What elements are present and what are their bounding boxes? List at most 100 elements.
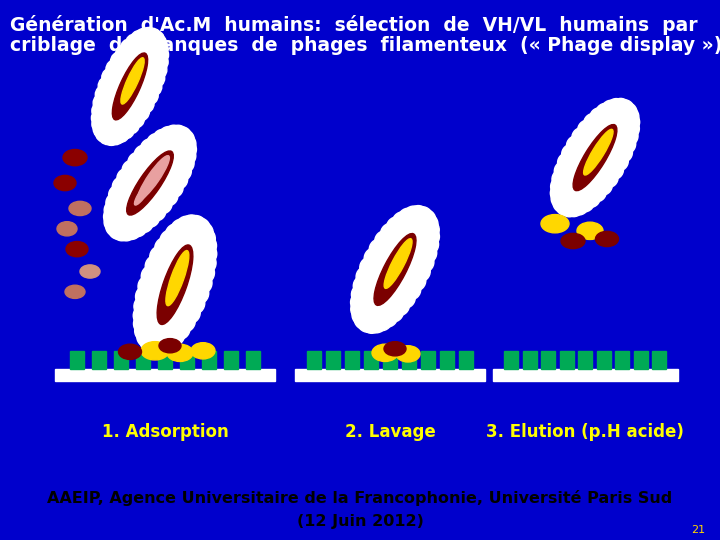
Circle shape	[174, 153, 194, 173]
Circle shape	[553, 193, 572, 213]
Circle shape	[146, 31, 165, 50]
Circle shape	[106, 126, 125, 145]
Circle shape	[587, 182, 606, 202]
Circle shape	[369, 239, 390, 260]
Circle shape	[351, 299, 372, 320]
Ellipse shape	[584, 129, 613, 175]
Bar	[295, 369, 485, 381]
Bar	[541, 351, 555, 369]
Circle shape	[176, 146, 196, 166]
Circle shape	[143, 28, 162, 48]
Bar	[440, 351, 454, 369]
Circle shape	[613, 143, 632, 163]
Circle shape	[554, 161, 574, 181]
Ellipse shape	[595, 231, 618, 247]
Circle shape	[163, 323, 184, 346]
Circle shape	[580, 187, 600, 207]
Circle shape	[135, 320, 156, 342]
Circle shape	[135, 94, 154, 113]
Circle shape	[164, 125, 184, 145]
Ellipse shape	[563, 111, 627, 204]
Bar	[459, 351, 473, 369]
Circle shape	[356, 266, 377, 287]
Circle shape	[148, 34, 167, 53]
Circle shape	[126, 109, 145, 128]
Circle shape	[174, 310, 195, 332]
Ellipse shape	[69, 201, 91, 215]
Circle shape	[361, 312, 382, 333]
Circle shape	[158, 328, 179, 350]
Ellipse shape	[167, 344, 193, 361]
Circle shape	[405, 270, 426, 291]
Circle shape	[185, 215, 207, 238]
Circle shape	[416, 242, 437, 264]
Circle shape	[569, 195, 589, 215]
Circle shape	[372, 309, 392, 330]
Ellipse shape	[157, 245, 193, 325]
Ellipse shape	[112, 53, 148, 120]
Circle shape	[606, 99, 626, 119]
Ellipse shape	[541, 214, 569, 233]
Circle shape	[400, 279, 420, 300]
Ellipse shape	[191, 343, 215, 359]
Ellipse shape	[396, 346, 420, 362]
Ellipse shape	[121, 58, 144, 104]
Circle shape	[153, 194, 172, 214]
Circle shape	[125, 34, 144, 53]
Circle shape	[611, 98, 631, 118]
Bar	[345, 351, 359, 369]
Circle shape	[102, 68, 120, 87]
Circle shape	[137, 325, 158, 348]
Circle shape	[415, 210, 436, 231]
Text: 21: 21	[691, 525, 705, 535]
Ellipse shape	[57, 221, 77, 236]
Circle shape	[102, 126, 121, 145]
Circle shape	[195, 243, 217, 265]
Bar	[504, 351, 518, 369]
Circle shape	[122, 160, 142, 180]
Circle shape	[366, 312, 387, 333]
Circle shape	[351, 292, 372, 313]
Ellipse shape	[364, 219, 426, 320]
Circle shape	[412, 207, 433, 228]
Circle shape	[418, 234, 438, 255]
Ellipse shape	[103, 40, 157, 133]
Bar	[383, 351, 397, 369]
Circle shape	[133, 305, 155, 327]
Ellipse shape	[127, 151, 174, 215]
Circle shape	[619, 107, 639, 127]
Circle shape	[109, 185, 128, 205]
Circle shape	[138, 275, 160, 298]
Circle shape	[108, 219, 128, 239]
Circle shape	[150, 246, 171, 268]
Circle shape	[134, 145, 154, 165]
Circle shape	[608, 151, 629, 171]
Ellipse shape	[372, 344, 398, 361]
Bar	[421, 351, 435, 369]
Bar	[634, 351, 647, 369]
Bar	[402, 351, 416, 369]
Bar	[307, 351, 321, 369]
Bar	[136, 351, 150, 369]
Circle shape	[140, 139, 161, 159]
Circle shape	[577, 120, 598, 140]
Circle shape	[618, 126, 638, 146]
Circle shape	[166, 224, 187, 246]
Bar	[55, 369, 275, 381]
Text: (12 Juin 2012): (12 Juin 2012)	[297, 515, 423, 530]
Circle shape	[408, 206, 428, 227]
Text: AAEIP, Agence Universitaire de la Francophonie, Université Paris Sud: AAEIP, Agence Universitaire de la Franco…	[48, 490, 672, 506]
Circle shape	[620, 118, 639, 139]
Circle shape	[150, 52, 168, 71]
Circle shape	[104, 207, 123, 227]
Bar	[180, 351, 194, 369]
Circle shape	[351, 284, 372, 305]
Circle shape	[93, 119, 112, 139]
Bar	[246, 351, 260, 369]
Circle shape	[117, 168, 137, 188]
Circle shape	[92, 102, 111, 120]
Bar	[224, 351, 238, 369]
Circle shape	[163, 178, 183, 198]
Circle shape	[135, 286, 158, 308]
Circle shape	[106, 59, 125, 79]
